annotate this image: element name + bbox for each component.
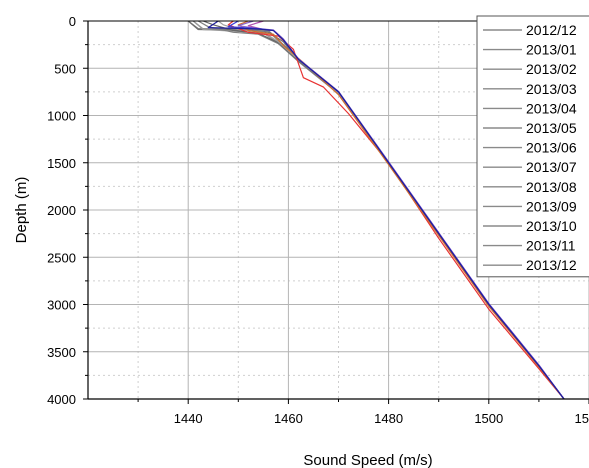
y-tick-label: 4000: [47, 392, 76, 407]
legend-label: 2013/08: [526, 179, 577, 195]
y-tick-label: 3000: [47, 298, 76, 313]
series-line: [227, 20, 565, 400]
tick-labels: 1440 1460 1480 1500 1520 0 500 1000 1500 2000 2500…: [47, 14, 589, 426]
legend-label: 2013/07: [526, 159, 577, 175]
legend-label: 2013/11: [526, 238, 576, 254]
legend-label: 2012/12: [526, 22, 577, 38]
y-tick-label: 500: [54, 61, 76, 76]
legend-label: 2013/06: [526, 140, 577, 156]
series-line: [237, 20, 565, 400]
y-tick-label: 1000: [47, 109, 76, 124]
legend-label: 2013/12: [526, 257, 577, 273]
legend-box: [476, 15, 589, 278]
x-tick-label: 1440: [174, 411, 203, 426]
series-line: [207, 20, 565, 400]
x-tick-label: 1520: [575, 411, 589, 426]
legend-label: 2013/09: [526, 198, 577, 214]
y-tick-label: 2500: [47, 250, 76, 265]
legend-label: 2013/04: [526, 100, 577, 116]
legend-label: 2013/05: [526, 120, 577, 136]
y-tick-label: 1500: [47, 156, 76, 171]
series-lines: [187, 20, 565, 400]
legend-label: 2013/01: [526, 42, 577, 58]
y-tick-label: 2000: [47, 203, 76, 218]
y-tick-label: 3500: [47, 345, 76, 360]
legend-label: 2013/02: [526, 61, 577, 77]
x-tick-label: 1480: [374, 411, 403, 426]
x-axis-title: Sound Speed (m/s): [303, 452, 432, 468]
x-tick-label: 1500: [474, 411, 503, 426]
y-tick-label: 0: [69, 14, 76, 29]
x-tick-label: 1460: [274, 411, 303, 426]
legend-label: 2013/10: [526, 218, 577, 234]
legend: 2012/12 2013/01 2013/02 2013/03 2013/04 2013/…: [476, 15, 589, 278]
y-axis-title: Depth (m): [13, 177, 30, 244]
legend-label: 2013/03: [526, 81, 577, 97]
